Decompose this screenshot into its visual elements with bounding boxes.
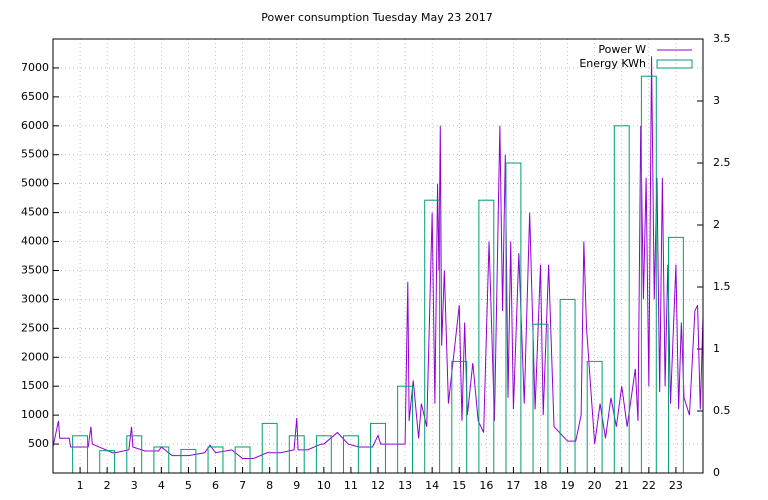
x-tick-label: 1 [77, 479, 84, 492]
y-tick-label: 4000 [21, 235, 49, 248]
y-tick-label: 3000 [21, 292, 49, 305]
x-tick-label: 3 [131, 479, 138, 492]
y-tick-label: 1500 [21, 379, 49, 392]
y-tick-label: 4500 [21, 206, 49, 219]
x-tick-label: 12 [371, 479, 385, 492]
x-tick-label: 10 [317, 479, 331, 492]
y-tick-label: 3500 [21, 263, 49, 276]
energy-bar [559, 298, 576, 474]
x-tick-label: 20 [588, 479, 602, 492]
x-tick-label: 13 [398, 479, 412, 492]
y2-tick-label: 1 [713, 342, 720, 355]
x-tick-label: 22 [642, 479, 656, 492]
y2-tick-label: 2 [713, 218, 720, 231]
y2-tick-label: 0 [713, 466, 720, 479]
y-tick-label: 1000 [21, 408, 49, 421]
y2-tick-label: 1.5 [713, 280, 731, 293]
legend-label: Power W [598, 43, 646, 56]
y-tick-label: 2000 [21, 350, 49, 363]
x-tick-label: 11 [344, 479, 358, 492]
y2-tick-label: 0.5 [713, 404, 731, 417]
y-tick-label: 5500 [21, 148, 49, 161]
energy-bar [586, 360, 603, 474]
legend-label: Energy KWh [579, 57, 646, 70]
x-tick-label: 14 [425, 479, 439, 492]
x-tick-label: 4 [158, 479, 165, 492]
x-tick-label: 23 [669, 479, 683, 492]
power-line [52, 56, 704, 460]
y-tick-label: 500 [28, 437, 49, 450]
y2-tick-label: 3 [713, 94, 720, 107]
energy-bar [370, 422, 386, 474]
y-tick-label: 6500 [21, 90, 49, 103]
y-tick-label: 7000 [21, 61, 49, 74]
x-tick-label: 7 [239, 479, 246, 492]
x-tick-label: 8 [266, 479, 273, 492]
x-tick-label: 19 [561, 479, 575, 492]
x-tick-label: 6 [212, 479, 219, 492]
y-tick-label: 6000 [21, 119, 49, 132]
x-tick-label: 15 [452, 479, 466, 492]
legend-swatch [656, 59, 693, 69]
x-tick-label: 2 [104, 479, 111, 492]
energy-bar [505, 162, 522, 474]
chart-title: Power consumption Tuesday May 23 2017 [261, 11, 492, 24]
x-tick-label: 9 [293, 479, 300, 492]
y-tick-label: 2500 [21, 321, 49, 334]
plot-frame [52, 38, 704, 474]
x-tick-label: 21 [615, 479, 629, 492]
energy-bar [261, 422, 278, 474]
y2-tick-label: 2.5 [713, 156, 731, 169]
x-tick-label: 16 [479, 479, 493, 492]
y2-tick-label: 3.5 [713, 32, 731, 45]
y-tick-label: 5000 [21, 177, 49, 190]
x-tick-label: 5 [185, 479, 192, 492]
x-tick-label: 17 [506, 479, 520, 492]
energy-bar [451, 360, 468, 474]
x-tick-label: 18 [534, 479, 548, 492]
